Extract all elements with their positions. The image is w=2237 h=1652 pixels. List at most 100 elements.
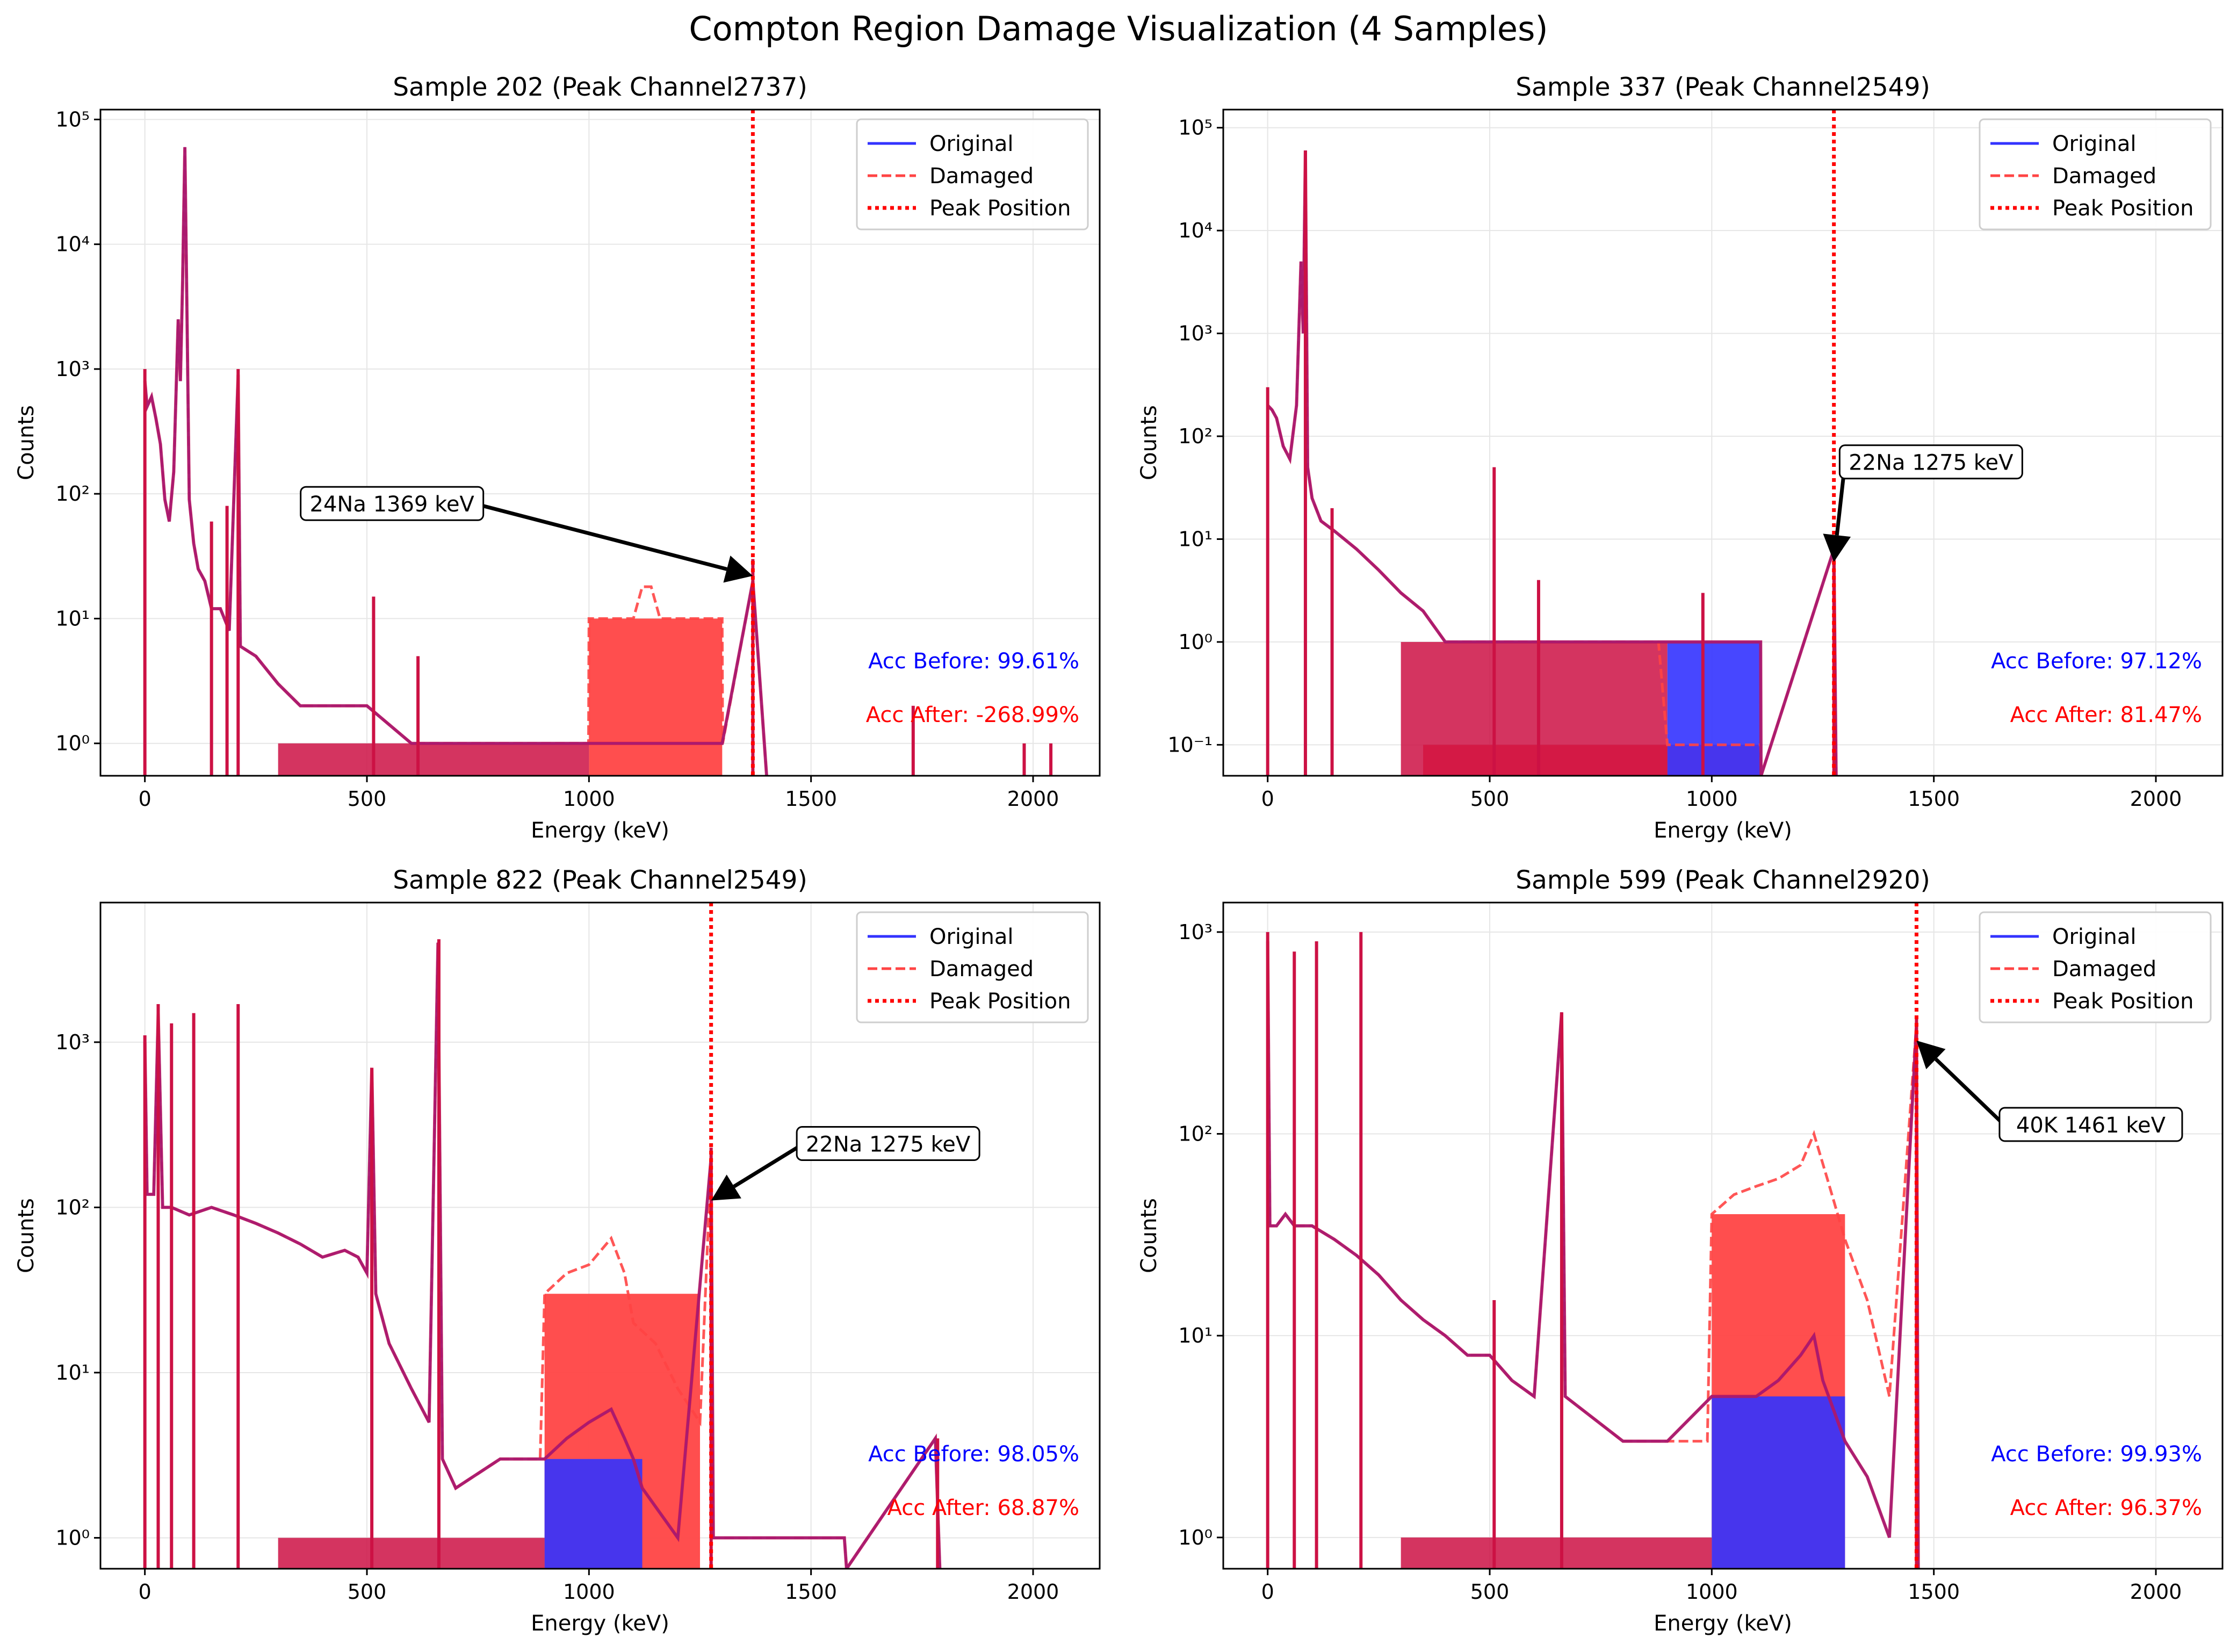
original-band [544, 1459, 643, 1569]
legend-label-3: Peak Position [2052, 196, 2193, 221]
y-tick-label: 10⁰ [55, 732, 90, 755]
x-tick-label: 0 [139, 1580, 151, 1604]
y-tick-label: 10⁰ [1178, 1526, 1213, 1549]
annotation: 22Na 1275 keV [711, 1126, 980, 1201]
y-tick-label: 10⁻¹ [1167, 733, 1213, 756]
legend-label-3: Peak Position [929, 196, 1071, 221]
y-tick-label: 10⁵ [1178, 116, 1213, 140]
legend-label-1: Original [2052, 132, 2137, 156]
annotation-arrow-shaft [733, 1143, 803, 1188]
x-tick-label: 1000 [563, 1580, 615, 1604]
y-tick-label: 10² [1178, 1122, 1213, 1146]
annotation-label: 24Na 1369 keV [310, 492, 475, 517]
original-band [1712, 1396, 1845, 1569]
annotation: 40K 1461 keV [1916, 1040, 2183, 1142]
x-axis-label: Energy (keV) [1654, 1611, 1792, 1636]
annotation-label: 22Na 1275 keV [806, 1132, 971, 1157]
acc-before-label: Acc Before: 98.05% [868, 1442, 1079, 1467]
legend-box [856, 911, 1089, 1023]
legend: Original Damaged Peak Position [1979, 118, 2212, 230]
x-tick-label: 0 [1261, 1580, 1274, 1604]
axes-frame [99, 109, 1101, 777]
series-damaged-line [143, 942, 941, 1569]
x-axis-label: Energy (keV) [1654, 818, 1792, 843]
y-axis-label: Counts [1137, 1198, 1161, 1273]
chart-panel-2: 0 500 1000 1500 2000 10⁻¹ 10⁰ 10¹ 10² 10³ 10⁴ 10⁵ Sa… [1137, 73, 2224, 843]
x-tick-label: 1000 [1686, 1580, 1738, 1604]
axes-frame [1222, 901, 2224, 1570]
acc-before-label: Acc Before: 99.61% [868, 649, 1079, 674]
y-tick-label: 10¹ [55, 607, 90, 630]
acc-after-label: Acc After: 68.87% [887, 1496, 1079, 1520]
acc-after-label: Acc After: 81.47% [2010, 703, 2202, 727]
annotation-arrow-shaft [1935, 1057, 2007, 1127]
annotation-arrowhead [1916, 1040, 1946, 1070]
annotation: 24Na 1369 keV [300, 486, 753, 583]
legend-label-1: Original [929, 132, 1014, 156]
x-tick-label: 0 [139, 787, 151, 811]
legend-label-2: Damaged [2052, 957, 2156, 982]
panel-title: Sample 822 (Peak Channel2549) [393, 865, 807, 895]
panel-title: Sample 202 (Peak Channel2737) [393, 73, 807, 102]
panel-title: Sample 599 (Peak Channel2920) [1516, 865, 1930, 895]
y-tick-label: 10⁴ [55, 233, 90, 256]
x-axis-label: Energy (keV) [531, 1611, 669, 1636]
x-tick-label: 1500 [1908, 787, 1960, 811]
panel-title: Sample 337 (Peak Channel2549) [1516, 73, 1930, 102]
x-axis-label: Energy (keV) [531, 818, 669, 843]
acc-before-label: Acc Before: 99.93% [1991, 1442, 2202, 1467]
series-overlap-line [1266, 150, 1838, 776]
x-tick-label: 1000 [1686, 787, 1738, 811]
annotation-arrow-shaft [477, 502, 727, 571]
legend-label-3: Peak Position [929, 989, 1071, 1014]
annotation-label: 22Na 1275 keV [1849, 451, 2014, 475]
y-tick-label: 10² [1178, 424, 1213, 448]
y-tick-label: 10⁰ [1178, 630, 1213, 654]
x-tick-label: 2000 [1007, 1580, 1059, 1604]
legend-label-1: Original [929, 925, 1014, 949]
y-tick-label: 10¹ [1178, 527, 1213, 551]
legend-box [856, 118, 1089, 230]
x-tick-label: 500 [348, 1580, 387, 1604]
y-tick-label: 10² [55, 1195, 90, 1219]
chart-panel-4: 0 500 1000 1500 2000 10⁰ 10¹ 10² 10³ Sample 599 (… [1137, 865, 2224, 1636]
overlap-noise-band [278, 1538, 545, 1569]
x-tick-label: 1500 [785, 787, 837, 811]
y-tick-label: 10³ [55, 1030, 90, 1054]
series-original-line [143, 942, 941, 1569]
legend-label-2: Damaged [929, 164, 1034, 189]
series-overlap-line [143, 942, 942, 1569]
x-tick-label: 500 [1470, 787, 1510, 811]
legend-label-1: Original [2052, 925, 2137, 949]
legend: Original Damaged Peak Position [1979, 911, 2212, 1023]
y-tick-label: 10⁴ [1178, 219, 1213, 242]
annotation: 22Na 1275 keV [1823, 444, 2023, 562]
legend-label-2: Damaged [2052, 164, 2156, 189]
annotation-box [796, 1126, 980, 1161]
annotation-box [1838, 444, 2023, 480]
legend-box [1979, 118, 2212, 230]
x-tick-label: 1500 [785, 1580, 837, 1604]
annotation-label: 40K 1461 keV [2016, 1113, 2166, 1138]
legend-box [1979, 911, 2212, 1023]
y-tick-label: 10¹ [55, 1361, 90, 1384]
plot-area [143, 110, 1053, 776]
acc-after-label: Acc After: -268.99% [866, 703, 1079, 727]
overlap-noise-band [1401, 1537, 1712, 1569]
original-band [1667, 641, 1761, 776]
chart-panel-1: 0 500 1000 1500 2000 10⁰ 10¹ 10² 10³ 10⁴ 10⁵ Sample… [14, 73, 1101, 843]
y-tick-label: 10³ [55, 357, 90, 381]
x-tick-label: 1500 [1908, 1580, 1960, 1604]
legend-label-2: Damaged [929, 957, 1034, 982]
annotation-box [300, 486, 485, 521]
chart-panel-3: 0 500 1000 1500 2000 10⁰ 10¹ 10² 10³ Sample 822 (… [14, 865, 1101, 1636]
y-tick-label: 10³ [1178, 322, 1213, 345]
acc-before-label: Acc Before: 97.12% [1991, 649, 2202, 674]
plot-area [143, 903, 942, 1569]
overlap-noise-band [278, 743, 589, 776]
y-axis-label: Counts [1137, 405, 1161, 480]
legend: Original Damaged Peak Position [856, 118, 1089, 230]
y-tick-label: 10⁰ [55, 1526, 90, 1549]
plot-area [1266, 903, 1920, 1569]
